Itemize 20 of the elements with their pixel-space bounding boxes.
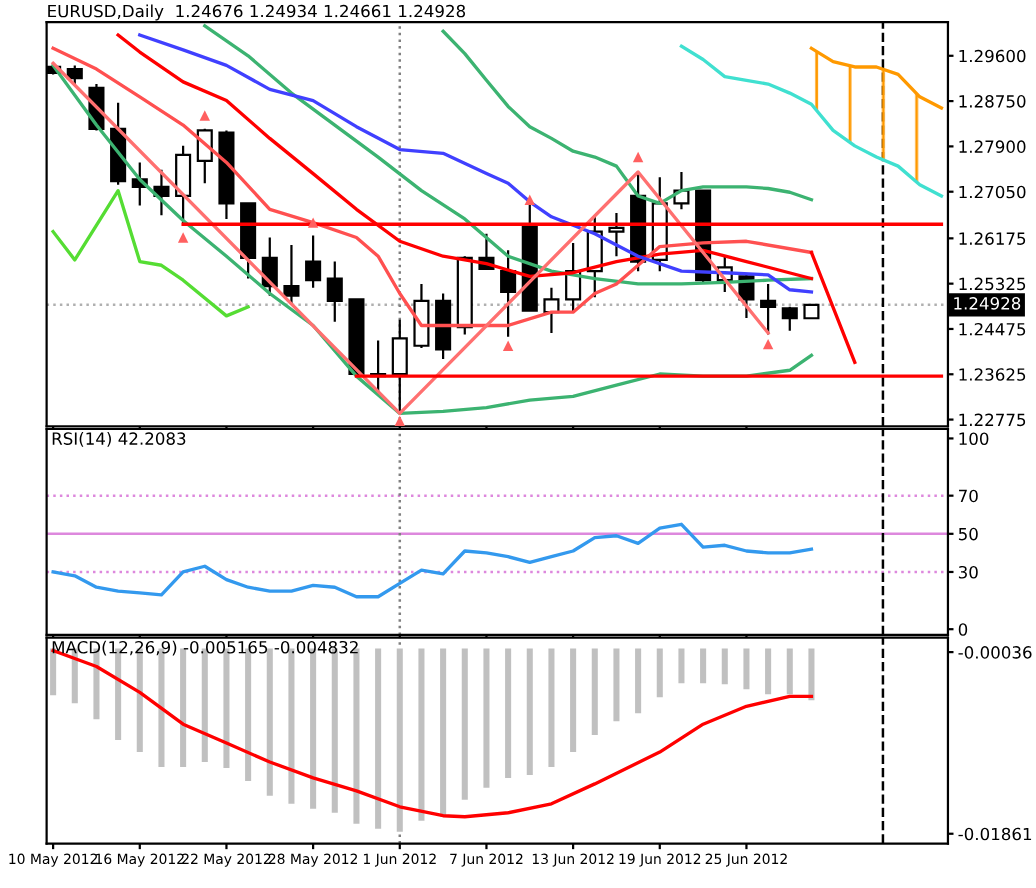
y-tick-label: 1.25325 <box>959 277 1026 291</box>
y-tick-label: 1.26175 <box>959 232 1026 245</box>
y-tick-label: 1.28750 <box>959 95 1026 108</box>
y-tick-label: 30 <box>958 565 978 579</box>
y-tick-label: -0.01861 <box>958 827 1032 841</box>
y-tick-label: 1.22775 <box>959 413 1026 427</box>
y-tick-label: 1.23625 <box>959 368 1026 381</box>
y-tick-label: 0 <box>958 623 968 636</box>
y-tick-label: 100 <box>959 432 989 446</box>
chart-title: EURUSD,Daily 1.24676 1.24934 1.24661 1.24928 <box>48 4 466 21</box>
chart-title: RSI(14) 42.2083 <box>52 432 186 447</box>
y-tick-label: 1.27050 <box>959 185 1026 199</box>
chart-title: MACD(12,26,9) -0.005165 -0.004832 <box>52 640 358 656</box>
y-tick-label: 1.27900 <box>959 140 1026 153</box>
y-tick-label: 70 <box>959 489 978 503</box>
ref-line-label: 1.24928 <box>954 297 1021 310</box>
y-tick-label: 1.29600 <box>959 49 1026 63</box>
y-tick-label: 50 <box>958 527 978 541</box>
y-tick-label: -0.00036 <box>958 646 1032 659</box>
y-tick-label: 1.24475 <box>959 322 1026 336</box>
